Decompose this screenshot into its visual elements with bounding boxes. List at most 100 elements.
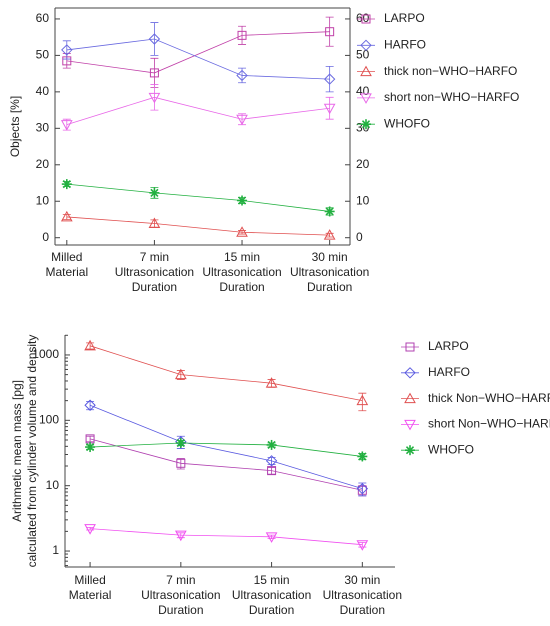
- marker-diamond: [323, 73, 336, 85]
- series-line: [66, 216, 330, 236]
- legend-label: thick Non−WHO−HARFO: [428, 391, 550, 405]
- x-tick-label: Ultrasonication: [232, 588, 311, 602]
- error-bar: [86, 342, 95, 350]
- error-bar: [150, 22, 159, 56]
- y-tick-label: 100: [39, 412, 59, 426]
- x-tick-label: 7 min: [140, 250, 169, 264]
- marker-triangle-up: [236, 226, 248, 237]
- error-bar: [86, 435, 95, 443]
- error-bar: [238, 230, 247, 235]
- y-tick-label: 40: [36, 84, 50, 98]
- y-axis-label: calculated from cylinder volume and dens…: [25, 335, 39, 568]
- marker-diamond: [356, 482, 369, 495]
- series-line: [90, 528, 363, 546]
- marker-triangle-up: [404, 392, 416, 404]
- y-tick-label: 60: [36, 11, 50, 25]
- marker-diamond: [148, 33, 161, 45]
- legend-label: HARFO: [428, 365, 470, 379]
- error-bar: [62, 213, 71, 220]
- star-stroke: [176, 438, 185, 448]
- star-stroke: [237, 196, 247, 205]
- marker-diamond: [236, 69, 248, 82]
- marker-triangle-up: [84, 339, 96, 351]
- x-tick-label: Milled: [74, 573, 105, 587]
- y-tick-label-right: 10: [356, 193, 370, 207]
- y-axis-label: Objects [%]: [8, 96, 22, 157]
- marker-star: [85, 442, 96, 453]
- marker-star: [61, 179, 72, 190]
- marker-triangle-down: [323, 103, 336, 115]
- star-stroke: [358, 452, 367, 461]
- marker-star: [361, 119, 371, 130]
- x-tick-label: Ultrasonication: [290, 265, 369, 279]
- x-tick-label: 15 min: [224, 250, 260, 264]
- star-stroke: [325, 207, 334, 216]
- series-line: [66, 38, 330, 80]
- x-tick-label: Material: [69, 588, 112, 602]
- x-tick-label: Ultrasonication: [323, 588, 402, 602]
- y-axis-label: Arithmetic mean mass [pg]: [10, 380, 24, 522]
- marker-triangle-up: [174, 368, 187, 380]
- star-stroke: [85, 442, 95, 452]
- x-tick-label: Duration: [307, 280, 352, 294]
- marker-triangle-down: [265, 532, 278, 543]
- error-bar: [62, 40, 71, 60]
- marker-diamond: [360, 39, 372, 52]
- marker-square: [267, 466, 277, 476]
- series-line: [89, 404, 363, 490]
- error-bar: [86, 527, 95, 531]
- x-tick-label: Duration: [132, 280, 177, 294]
- series-line: [66, 31, 330, 74]
- series-line: [66, 183, 330, 212]
- marker-star: [237, 195, 248, 206]
- star-stroke: [405, 446, 415, 455]
- marker-square: [176, 458, 186, 468]
- marker-triangle-down: [60, 120, 73, 131]
- marker-diamond: [61, 44, 73, 56]
- legend-label: WHOFO: [428, 442, 474, 456]
- y-tick-label-right: 20: [356, 157, 370, 171]
- legend-label: WHOFO: [384, 116, 430, 130]
- marker-triangle-down: [148, 92, 161, 104]
- legend-label: LARPO: [428, 339, 469, 353]
- legend-label: short non−WHO−HARFO: [384, 90, 519, 104]
- marker-square: [325, 27, 335, 37]
- error-bar: [325, 65, 334, 93]
- marker-star: [324, 206, 335, 217]
- x-tick-label: Material: [45, 265, 88, 279]
- error-bar: [267, 457, 276, 466]
- star-stroke: [361, 120, 371, 129]
- y-tick-label: 1: [52, 543, 59, 557]
- error-bar: [176, 532, 185, 539]
- marker-square: [361, 14, 371, 24]
- marker-triangle-down: [360, 93, 372, 104]
- error-bar: [325, 16, 334, 47]
- marker-star: [149, 187, 160, 198]
- marker-square: [237, 30, 247, 40]
- x-tick-label: Milled: [51, 250, 82, 264]
- marker-triangle-up: [323, 229, 336, 240]
- series-line: [90, 442, 363, 457]
- marker-star: [266, 439, 277, 450]
- series-line: [89, 438, 363, 491]
- x-tick-label: Duration: [340, 603, 385, 617]
- y-tick-label: 10: [36, 193, 50, 207]
- y-tick-label: 30: [36, 120, 50, 134]
- x-tick-label: 7 min: [166, 573, 195, 587]
- marker-triangle-up: [360, 65, 372, 77]
- x-tick-label: Duration: [249, 603, 294, 617]
- marker-triangle-down: [174, 530, 187, 542]
- marker-triangle-down: [356, 540, 369, 551]
- marker-triangle-up: [148, 217, 161, 228]
- error-bar: [325, 96, 334, 120]
- error-bar: [325, 232, 334, 238]
- marker-diamond: [265, 455, 278, 467]
- y-tick-label: 20: [36, 157, 50, 171]
- x-tick-label: 15 min: [254, 573, 290, 587]
- series-line: [66, 96, 330, 126]
- marker-diamond: [84, 399, 96, 411]
- legend-label: LARPO: [384, 11, 425, 25]
- x-tick-label: Ultrasonication: [115, 265, 194, 279]
